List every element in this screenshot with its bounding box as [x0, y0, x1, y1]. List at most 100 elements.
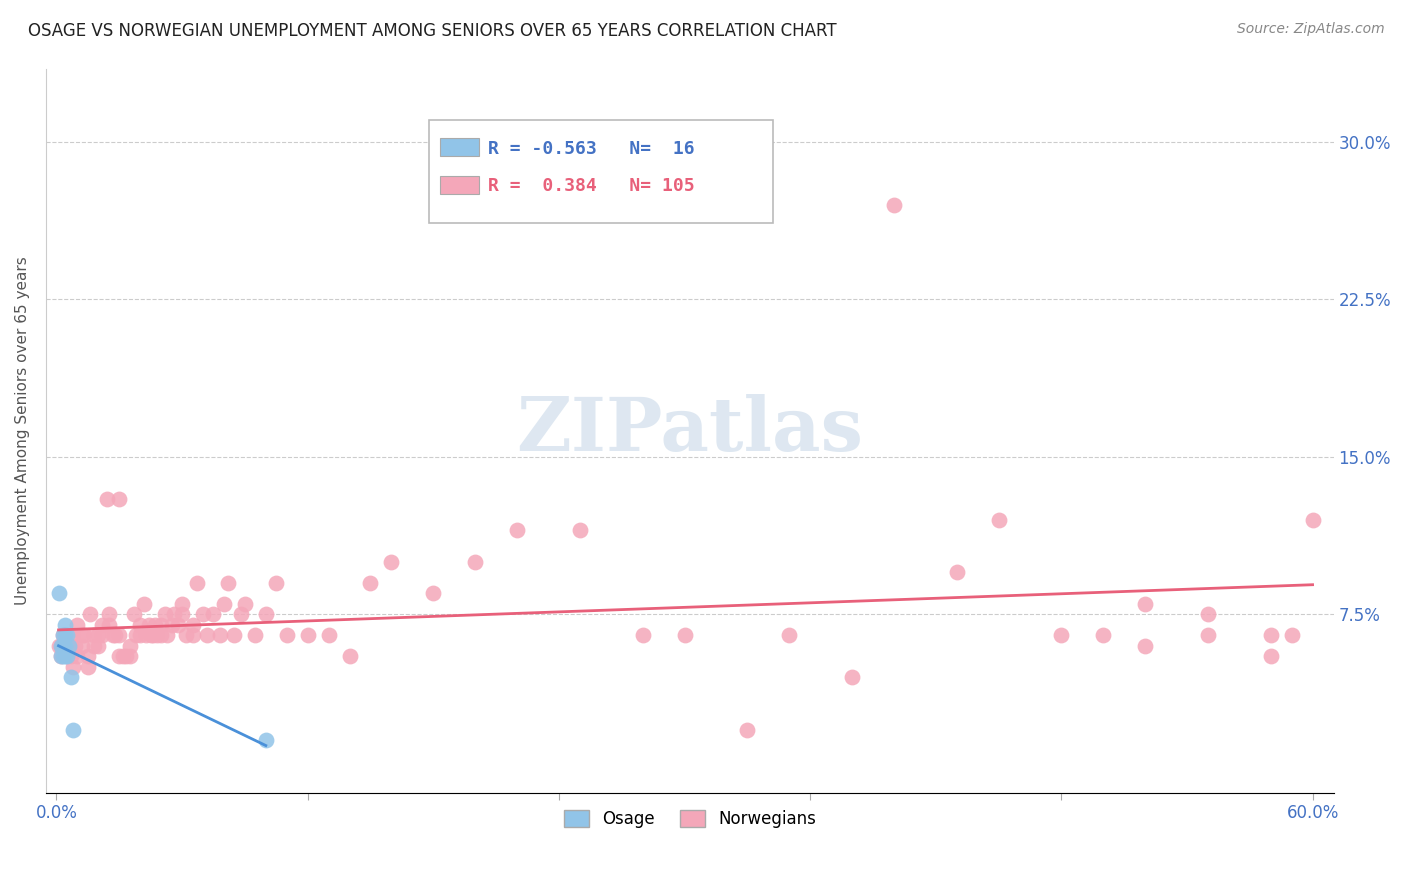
Point [737, 723, 759, 737]
Point [56, 628, 79, 642]
Point [56, 649, 79, 664]
Point [53, 628, 76, 642]
Point [1281, 628, 1303, 642]
Point [1260, 628, 1282, 642]
Point [254, 733, 277, 747]
Point [49, 649, 72, 664]
Point [170, 597, 193, 611]
Point [76, 649, 98, 664]
Point [66, 617, 89, 632]
Point [245, 628, 267, 642]
Point [52, 649, 75, 664]
Point [129, 617, 152, 632]
Point [1092, 628, 1115, 642]
Point [134, 597, 156, 611]
Point [53, 639, 76, 653]
Point [359, 575, 381, 590]
Point [170, 607, 193, 622]
Point [60, 639, 83, 653]
Text: R = -0.563   N=  16: R = -0.563 N= 16 [488, 140, 695, 158]
Point [195, 628, 218, 642]
Point [60, 649, 83, 664]
Point [422, 586, 444, 600]
Point [1197, 607, 1219, 622]
Point [49, 639, 72, 653]
Point [202, 607, 225, 622]
Point [945, 566, 967, 580]
Legend: Osage, Norwegians: Osage, Norwegians [557, 804, 823, 835]
Point [568, 523, 591, 537]
Point [229, 607, 252, 622]
Point [224, 628, 246, 642]
Point [135, 628, 157, 642]
Point [217, 575, 239, 590]
Point [212, 597, 235, 611]
Point [167, 617, 190, 632]
Point [318, 628, 340, 642]
Point [155, 607, 177, 622]
Point [62, 628, 84, 642]
Point [181, 617, 204, 632]
Point [58, 643, 80, 657]
Y-axis label: Unemployment Among Seniors over 65 years: Unemployment Among Seniors over 65 years [15, 256, 30, 605]
Point [83, 639, 105, 653]
Point [174, 628, 197, 642]
Point [778, 628, 800, 642]
Text: R =  0.384   N= 105: R = 0.384 N= 105 [488, 178, 695, 195]
Point [160, 617, 183, 632]
Point [464, 555, 486, 569]
Point [156, 628, 179, 642]
Point [233, 597, 256, 611]
Point [83, 628, 105, 642]
Point [506, 523, 529, 537]
Point [150, 617, 173, 632]
Point [150, 628, 173, 642]
Point [987, 513, 1010, 527]
Point [118, 639, 141, 653]
Point [139, 628, 162, 642]
Point [108, 628, 131, 642]
Point [52, 628, 75, 642]
Point [108, 491, 131, 506]
Point [52, 639, 75, 653]
Point [91, 628, 114, 642]
Point [60, 670, 83, 684]
Point [87, 639, 110, 653]
Point [339, 649, 361, 664]
Point [53, 639, 76, 653]
Point [142, 628, 165, 642]
Point [70, 639, 93, 653]
Point [191, 607, 214, 622]
Point [72, 628, 94, 642]
Point [114, 649, 136, 664]
Point [49, 649, 72, 664]
Point [129, 628, 152, 642]
Point [53, 617, 76, 632]
Point [631, 628, 654, 642]
Point [104, 628, 127, 642]
Point [297, 628, 319, 642]
Point [56, 639, 79, 653]
Point [138, 617, 160, 632]
Text: ZIPatlas: ZIPatlas [516, 394, 863, 467]
Point [62, 659, 84, 673]
Point [181, 628, 204, 642]
Point [883, 198, 905, 212]
Point [101, 628, 124, 642]
Point [841, 670, 863, 684]
Point [112, 649, 135, 664]
Point [1133, 597, 1156, 611]
Point [1133, 639, 1156, 653]
Point [163, 607, 186, 622]
Point [1197, 628, 1219, 642]
Point [66, 649, 89, 664]
Point [49, 639, 72, 653]
Point [76, 659, 98, 673]
Point [1260, 649, 1282, 664]
Point [254, 607, 277, 622]
Point [52, 628, 75, 642]
Point [125, 628, 148, 642]
Point [146, 628, 169, 642]
Point [673, 628, 696, 642]
Point [56, 649, 79, 664]
